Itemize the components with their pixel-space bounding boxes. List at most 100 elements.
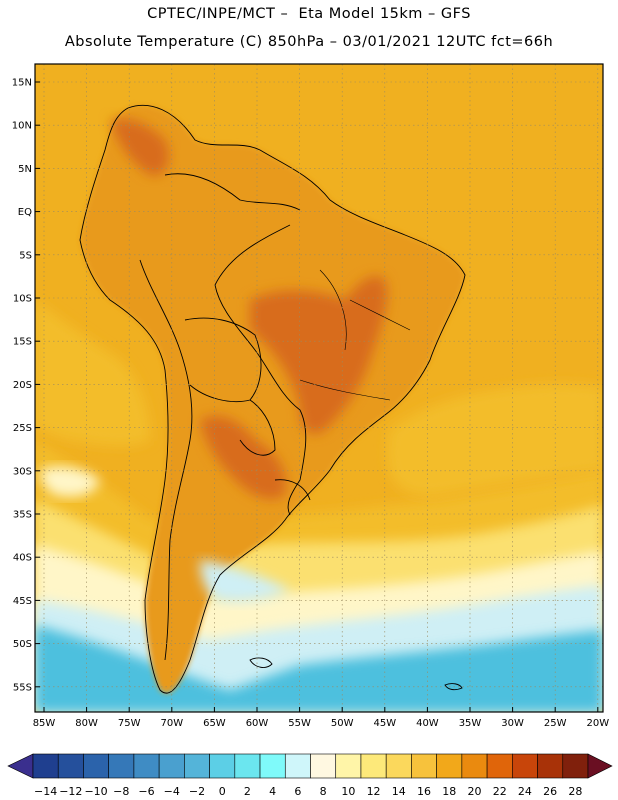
lat-label: 40S [13, 553, 32, 564]
field-hot-region-center [250, 276, 388, 434]
colorbar-swatch [512, 753, 538, 779]
colorbar-swatch [486, 753, 513, 779]
colorbar-label: 14 [392, 785, 406, 798]
colorbar-label: −14 [34, 785, 57, 798]
colorbar: −14 −12 −10 −8 −6 −4 −2 0 2 4 6 8 10 12 14 16 18 20 22 24 26… [7, 753, 613, 798]
colorbar-over-arrow [587, 753, 613, 779]
colorbar-swatch [32, 753, 59, 779]
lon-label: 80W [75, 718, 98, 729]
colorbar-swatch [158, 753, 185, 779]
colorbar-swatch [108, 753, 135, 779]
grid-lines [35, 64, 603, 712]
lon-label: 35W [459, 718, 482, 729]
lat-label: 10S [13, 294, 32, 305]
lat-label: 15S [13, 337, 32, 348]
field-hot-region-north [110, 118, 170, 176]
lon-label: 70W [160, 718, 183, 729]
colorbar-label: −6 [138, 785, 154, 798]
field-warm-ocean [387, 384, 603, 496]
country-borders [79, 104, 466, 694]
lon-label: 40W [416, 718, 439, 729]
colorbar-label: 16 [417, 785, 431, 798]
coastline [79, 104, 466, 694]
field-hot-region-south [200, 416, 286, 500]
colorbar-label: 2 [244, 785, 251, 798]
colorbar-label: 8 [320, 785, 327, 798]
colorbar-label: 28 [568, 785, 582, 798]
lon-label: 55W [288, 718, 311, 729]
south-america-land [80, 105, 465, 694]
colorbar-label: 24 [518, 785, 532, 798]
colorbar-swatch [360, 753, 387, 779]
field-cold-spot-atlantic [200, 560, 290, 602]
colorbar-label: 20 [467, 785, 481, 798]
lat-label: 10N [12, 121, 32, 132]
colorbar-label: 0 [219, 785, 226, 798]
border-falklands [249, 657, 273, 668]
title-line-1: CPTEC/INPE/MCT – Eta Model 15km – GFS [147, 6, 471, 22]
temperature-field [35, 64, 603, 712]
colorbar-swatch [83, 753, 109, 779]
lon-label: 30W [501, 718, 524, 729]
field-warm-pacific [35, 300, 150, 446]
lat-label: 15N [12, 78, 32, 89]
lat-label: 5N [18, 164, 32, 175]
colorbar-label: −8 [113, 785, 129, 798]
colorbar-label: 26 [543, 785, 557, 798]
border-bolivia [184, 317, 262, 403]
colorbar-label: 10 [341, 785, 355, 798]
colorbar-label: 12 [367, 785, 381, 798]
lon-label: 60W [246, 718, 269, 729]
map-frame [34, 63, 604, 713]
lat-label: 30S [13, 466, 32, 477]
border-north [164, 173, 301, 211]
border-andes [139, 259, 193, 661]
lon-label: 65W [203, 718, 226, 729]
colorbar-swatch [537, 753, 564, 779]
colorbar-under-arrow [7, 753, 34, 779]
colorbar-label: 22 [493, 785, 507, 798]
lat-label: 50S [13, 639, 32, 650]
longitude-labels: 85W 80W 75W 70W 65W 60W 55W 50W 45W 40W 35W 30W 25W 2… [33, 707, 609, 729]
colorbar-label: 4 [269, 785, 276, 798]
colorbar-swatch [234, 753, 261, 779]
lat-label: 5S [19, 250, 32, 261]
lat-label: 55S [13, 682, 32, 693]
latitude-labels: 15N 10N 5N EQ 5S 10S 15S 20S 25S 30S 35S 40S 45S 50S 5… [12, 78, 40, 693]
colorbar-swatch [562, 753, 589, 779]
colorbar-label: −10 [84, 785, 107, 798]
colorbar-swatch [184, 753, 210, 779]
colorbar-swatch [57, 753, 84, 779]
lon-label: 50W [331, 718, 354, 729]
colorbar-swatch [461, 753, 488, 779]
lon-label: 85W [33, 718, 56, 729]
lat-label: EQ [18, 207, 32, 218]
field-coldest-band [35, 625, 603, 712]
lon-label: 20W [586, 718, 609, 729]
colorbar-swatch [133, 753, 160, 779]
colorbar-label: −4 [164, 785, 180, 798]
colorbar-label: −2 [189, 785, 205, 798]
colorbar-swatch [335, 753, 362, 779]
colorbar-swatch [411, 753, 437, 779]
lon-label: 75W [118, 718, 141, 729]
lat-label: 35S [13, 510, 32, 521]
lat-label: 25S [13, 423, 32, 434]
field-cool-spot-pacific [40, 466, 100, 497]
lat-label: 20S [13, 380, 32, 391]
colorbar-swatch [209, 753, 236, 779]
border-uruguay [274, 479, 311, 501]
colorbar-swatch [310, 753, 337, 779]
colorbar-swatch [436, 753, 463, 779]
lat-label: 45S [13, 596, 32, 607]
border-paraguay [239, 399, 276, 456]
border-south-georgia [444, 683, 463, 691]
colorbar-label: −12 [59, 785, 82, 798]
colorbar-swatch [284, 753, 311, 779]
lon-label: 45W [373, 718, 396, 729]
colorbar-label: 6 [294, 785, 301, 798]
colorbar-swatch [259, 753, 286, 779]
colorbar-label: 18 [442, 785, 456, 798]
colorbar-swatch [385, 753, 412, 779]
